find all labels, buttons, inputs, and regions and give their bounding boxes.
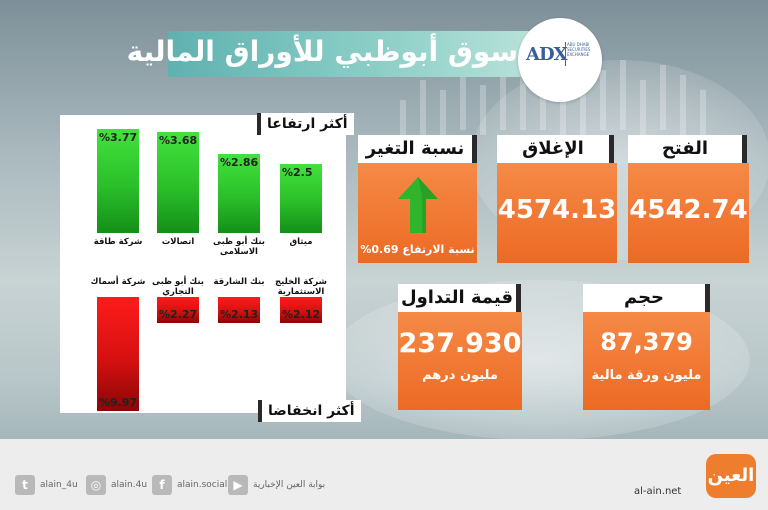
open-heading: الفتح: [628, 135, 747, 163]
change-box: نسبة الارتفاع 0.69%: [358, 163, 477, 263]
top-losers-heading: أكثر انخفاضا: [258, 400, 361, 422]
trade-volume-unit: مليون ورقة مالية: [591, 368, 702, 383]
logo-subtitle: ABU DHABI SECURITIES EXCHANGE: [567, 42, 591, 57]
gainer-bar: [280, 164, 322, 233]
gainer-bar: [157, 132, 199, 233]
gainer-value: %2.86: [220, 156, 259, 169]
trade-value: 237.930: [398, 328, 522, 359]
footer-bar: [0, 439, 768, 510]
trade-volume: 87,379: [600, 328, 693, 356]
gainer-value: %3.77: [99, 131, 138, 144]
trade-volume-box: 87,379 مليون ورقة مالية: [583, 312, 710, 410]
loser-name: شركة أسماك: [90, 277, 146, 287]
up-arrow-icon: [398, 177, 438, 233]
gainer-value: %3.68: [159, 134, 198, 147]
top-gainers-heading: أكثر ارتفاعا: [257, 113, 354, 135]
loser-value: %9.97: [99, 396, 138, 409]
adx-logo: ADX ABU DHABI SECURITIES EXCHANGE: [518, 18, 602, 102]
page-title: سوق أبوظبي للأوراق المالية: [126, 35, 518, 68]
gainer-name: ميثاق: [289, 237, 313, 247]
gainer-name: اتصالات: [161, 237, 195, 247]
open-value: 4542.74: [629, 195, 748, 225]
youtube-icon[interactable]: ▶: [228, 475, 248, 495]
loser-bar: [157, 297, 199, 323]
loser-bar: [97, 297, 139, 411]
facebook-handle[interactable]: alain.social: [177, 480, 228, 490]
loser-value: %2.13: [220, 308, 259, 321]
alain-logo: العين: [706, 454, 756, 498]
trade-value-unit: مليون درهم: [422, 368, 498, 383]
close-heading: الإغلاق: [497, 135, 614, 163]
open-box: 4542.74: [628, 163, 749, 263]
loser-bar: [280, 297, 322, 323]
trade-volume-heading: حجم التداولات: [583, 284, 710, 336]
twitter-handle[interactable]: alain_4u: [40, 480, 78, 490]
loser-value: %2.12: [282, 308, 321, 321]
loser-name: شركة الخليج الاستثمارية: [274, 277, 327, 297]
gainer-bar: [218, 154, 260, 233]
gainer-value: %2.5: [282, 166, 313, 179]
loser-name: بنك أبو ظبى التجاري: [151, 277, 204, 297]
instagram-icon[interactable]: ◎: [86, 475, 106, 495]
trade-value-box: 237.930 مليون درهم: [398, 312, 522, 410]
gainer-name: شركة طاقة: [93, 237, 143, 247]
change-caption: نسبة الارتفاع 0.69%: [360, 243, 475, 256]
gainer-bar: [97, 129, 139, 233]
logo-divider: [565, 42, 566, 66]
trade-value-heading: قيمة التداول: [398, 284, 521, 312]
instagram-handle[interactable]: alain.4u: [111, 480, 148, 490]
youtube-channel[interactable]: بوابة العين الإخبارية: [253, 480, 326, 490]
site-link[interactable]: al-ain.net: [634, 486, 682, 497]
loser-value: %2.27: [159, 308, 198, 321]
logo-abbr: ADX: [526, 44, 568, 65]
close-value: 4574.13: [497, 195, 617, 225]
change-heading: نسبة التغير: [358, 135, 477, 163]
title-banner: سوق أبوظبي للأوراق المالية: [127, 31, 536, 77]
loser-bar: [218, 297, 260, 323]
close-box: 4574.13: [497, 163, 617, 263]
gainer-name: بنك أبو ظبى الاسلامى: [212, 237, 265, 257]
facebook-icon[interactable]: f: [152, 475, 172, 495]
loser-name: بنك الشارقة: [213, 277, 265, 287]
twitter-icon[interactable]: t: [15, 475, 35, 495]
